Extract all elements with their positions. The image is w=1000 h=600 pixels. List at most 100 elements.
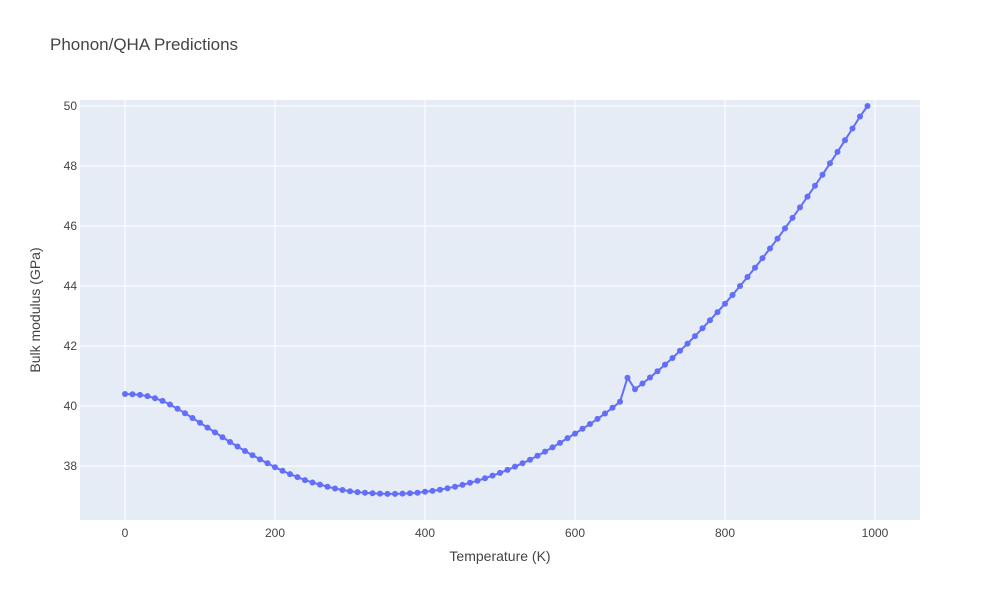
grid-lines — [80, 100, 920, 520]
data-point — [294, 474, 301, 481]
data-point — [789, 214, 796, 221]
data-point — [137, 391, 143, 398]
data-point — [767, 245, 773, 252]
data-point — [572, 430, 578, 437]
data-point — [249, 452, 256, 459]
data-point — [287, 471, 293, 478]
plot-area — [80, 100, 920, 520]
data-point — [189, 415, 196, 421]
y-tick-label: 38 — [64, 459, 78, 473]
data-point — [602, 410, 608, 417]
data-point — [527, 456, 533, 463]
data-point — [842, 137, 848, 144]
data-point — [827, 160, 833, 167]
data-point — [204, 424, 211, 431]
data-point — [459, 481, 466, 488]
data-point — [167, 401, 173, 408]
data-point — [444, 485, 451, 492]
data-point — [542, 448, 548, 455]
chart-title: Phonon/QHA Predictions — [50, 35, 238, 54]
data-point — [392, 490, 398, 497]
data-point — [467, 479, 473, 486]
data-point — [272, 464, 278, 471]
data-point — [654, 368, 661, 375]
data-point — [812, 182, 818, 189]
data-point — [384, 490, 391, 497]
data-point — [377, 490, 383, 497]
data-point — [594, 415, 601, 422]
data-point — [744, 274, 751, 280]
data-point — [609, 404, 616, 411]
data-point — [219, 434, 226, 441]
data-point — [354, 489, 361, 496]
data-point — [309, 479, 316, 486]
data-point — [834, 148, 841, 155]
data-point — [722, 300, 728, 307]
data-point — [864, 103, 871, 109]
data-point — [564, 435, 571, 442]
y-axis-title: Bulk modulus (GPa) — [27, 247, 43, 372]
data-point — [362, 489, 368, 496]
data-point — [759, 255, 766, 262]
data-point — [669, 355, 676, 361]
data-point — [324, 483, 331, 490]
data-point — [129, 391, 136, 398]
data-point — [152, 395, 158, 402]
series-line — [124, 105, 869, 495]
data-point — [264, 460, 271, 467]
data-point — [489, 472, 496, 479]
data-point — [212, 429, 218, 436]
data-point — [482, 475, 488, 482]
x-tick-label: 1000 — [862, 526, 889, 540]
data-point — [452, 483, 458, 490]
data-point — [422, 488, 428, 495]
data-point — [497, 469, 503, 476]
data-point — [174, 405, 181, 412]
y-tick-label: 50 — [64, 99, 78, 113]
data-point — [369, 490, 376, 497]
data-point — [159, 397, 166, 404]
data-point — [579, 425, 586, 432]
x-tick-label: 0 — [122, 526, 129, 540]
y-tick-label: 44 — [64, 279, 78, 293]
data-point — [849, 125, 856, 132]
data-point — [234, 443, 241, 450]
data-point — [197, 419, 203, 426]
data-point — [729, 292, 736, 298]
data-point — [692, 333, 698, 340]
data-point — [302, 477, 308, 484]
data-point — [677, 347, 683, 354]
data-point — [647, 374, 653, 381]
data-point — [182, 410, 188, 417]
x-tick-label: 600 — [565, 526, 585, 540]
data-point — [339, 487, 346, 493]
data-point — [819, 171, 826, 178]
data-point — [662, 361, 668, 368]
data-point — [437, 486, 443, 493]
x-tick-label: 400 — [415, 526, 435, 540]
data-point — [639, 380, 646, 387]
y-tick-label: 42 — [64, 339, 78, 353]
data-point — [617, 398, 623, 405]
data-point — [857, 113, 863, 120]
data-point — [549, 444, 556, 451]
data-point — [714, 309, 721, 316]
data-point — [624, 374, 631, 381]
series-bulk-modulus — [122, 103, 871, 497]
data-point — [279, 467, 286, 474]
x-tick-label: 200 — [265, 526, 285, 540]
x-tick-label: 800 — [715, 526, 735, 540]
data-point — [707, 317, 713, 324]
data-point — [332, 485, 338, 492]
tick-labels: 0 200 400 600 800 1000 38 40 42 44 46 48 50 — [64, 99, 889, 540]
data-point — [227, 439, 233, 445]
data-point — [144, 393, 151, 400]
data-point — [504, 466, 511, 473]
data-point — [699, 325, 706, 332]
data-point — [242, 448, 248, 454]
data-point — [797, 204, 803, 211]
data-point — [534, 452, 541, 459]
y-tick-label: 48 — [64, 159, 78, 173]
data-point — [347, 488, 353, 495]
